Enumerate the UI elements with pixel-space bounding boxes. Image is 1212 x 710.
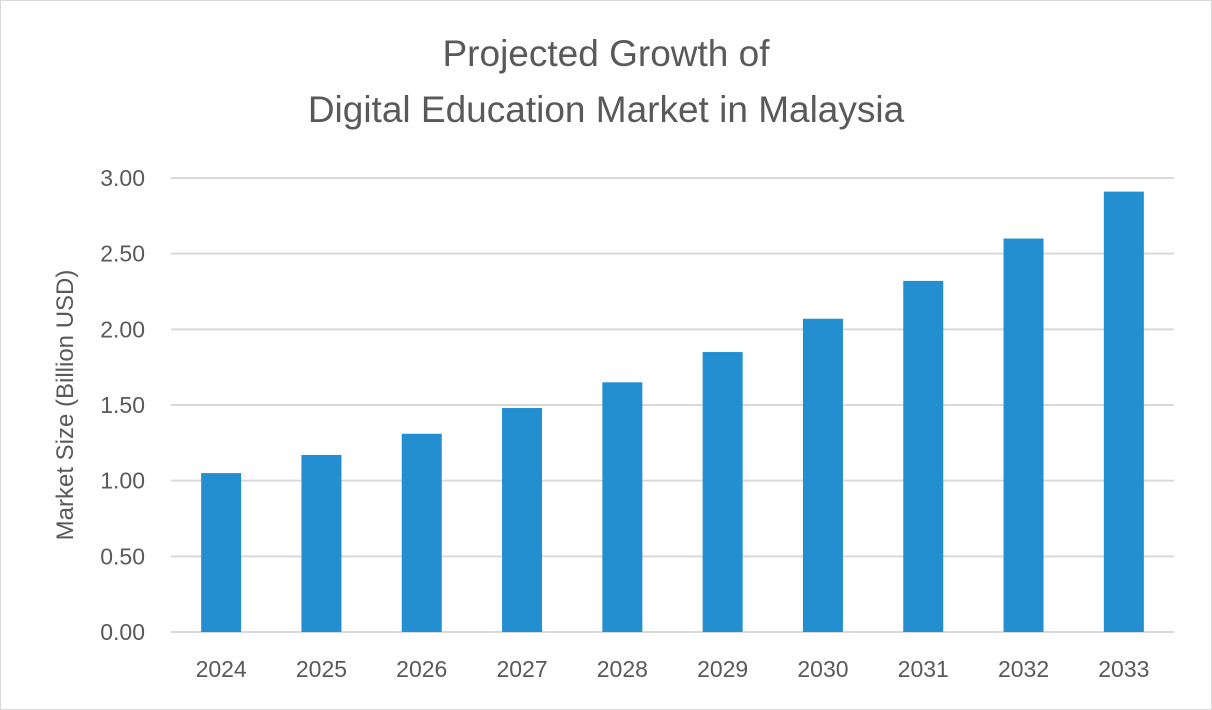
x-tick-label: 2026: [396, 656, 447, 682]
y-axis-ticks: 0.00 0.50 1.00 1.50 2.00 2.50 3.00: [100, 165, 145, 645]
x-tick-label: 2030: [797, 656, 848, 682]
y-tick-label: 2.00: [100, 316, 145, 342]
bar-2027: [502, 408, 542, 632]
y-tick-label: 2.50: [100, 241, 145, 267]
x-axis-ticks: 2024 2025 2026 2027 2028 2029 2030 2031 2032 2033: [196, 656, 1150, 682]
y-tick-label: 0.00: [100, 619, 145, 645]
bar-2026: [402, 434, 442, 632]
y-tick-label: 1.50: [100, 392, 145, 418]
bar-2032: [1004, 239, 1044, 632]
x-tick-label: 2032: [998, 656, 1049, 682]
x-tick-label: 2024: [196, 656, 247, 682]
y-tick-label: 1.00: [100, 468, 145, 494]
x-tick-label: 2025: [296, 656, 347, 682]
x-tick-label: 2029: [697, 656, 748, 682]
bars: [201, 192, 1144, 632]
x-tick-label: 2028: [597, 656, 648, 682]
y-tick-label: 3.00: [100, 165, 145, 191]
bar-2033: [1104, 192, 1144, 632]
x-tick-label: 2033: [1098, 656, 1149, 682]
x-tick-label: 2027: [496, 656, 547, 682]
bar-2028: [602, 382, 642, 632]
bar-2024: [201, 473, 241, 632]
bar-2030: [803, 319, 843, 632]
x-tick-label: 2031: [898, 656, 949, 682]
bar-2029: [703, 352, 743, 632]
bar-2031: [903, 281, 943, 632]
y-tick-label: 0.50: [100, 543, 145, 569]
y-axis-title: Market Size (Billion USD): [52, 270, 79, 541]
bar-2025: [301, 455, 341, 632]
